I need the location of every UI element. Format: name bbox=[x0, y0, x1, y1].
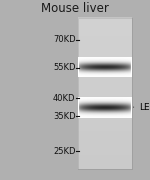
Text: Mouse liver: Mouse liver bbox=[41, 2, 109, 15]
Text: 25KD: 25KD bbox=[53, 147, 76, 156]
Text: 40KD: 40KD bbox=[53, 94, 76, 103]
FancyBboxPatch shape bbox=[78, 18, 132, 169]
Text: 70KD: 70KD bbox=[53, 35, 76, 44]
Text: 55KD: 55KD bbox=[53, 63, 76, 72]
Text: LECT1: LECT1 bbox=[140, 103, 150, 112]
Text: 35KD: 35KD bbox=[53, 112, 76, 121]
